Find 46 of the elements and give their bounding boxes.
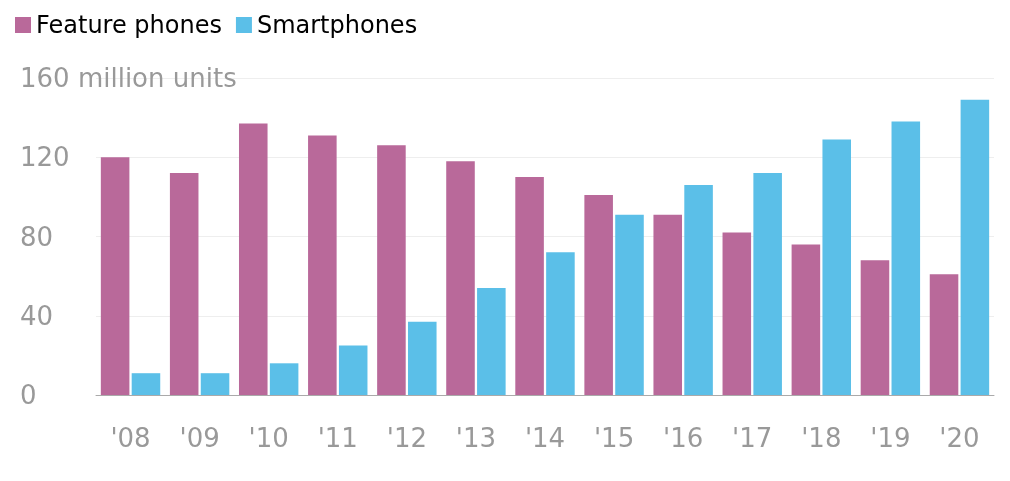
x-tick-label: '13 — [455, 423, 497, 453]
x-tick-label: '12 — [386, 423, 427, 453]
bar — [269, 363, 299, 395]
y-tick-label: 160 million units — [20, 63, 237, 93]
x-tick-label: '09 — [179, 423, 220, 453]
bar — [929, 274, 959, 395]
bar — [722, 232, 752, 395]
x-tick-label: '08 — [110, 423, 151, 453]
x-tick-label: '20 — [939, 423, 980, 453]
bar — [131, 373, 161, 395]
bar — [584, 194, 613, 395]
x-tick-label: '10 — [248, 423, 289, 453]
bar — [477, 288, 506, 395]
y-tick-label: 120 — [20, 142, 70, 173]
bar — [791, 244, 821, 395]
x-tick-label: '18 — [801, 423, 842, 453]
x-tick-label: '19 — [870, 423, 911, 453]
y-tick-label: 80 — [20, 221, 54, 252]
bar — [753, 173, 782, 395]
bar — [546, 252, 575, 395]
bar — [822, 139, 852, 395]
bar — [891, 121, 921, 395]
bar — [960, 99, 990, 395]
bar — [238, 123, 268, 395]
bar — [338, 345, 368, 395]
bar — [860, 260, 890, 395]
bar — [200, 373, 230, 395]
y-tick-label: 0 — [20, 380, 37, 410]
bar — [377, 145, 406, 395]
bar — [446, 161, 475, 395]
x-tick-label: '17 — [732, 423, 773, 453]
legend-label: Smartphones — [256, 11, 418, 39]
bar — [615, 214, 644, 395]
legend-label: Feature phones — [36, 11, 222, 39]
bar — [169, 173, 199, 395]
bar — [515, 177, 544, 395]
bar — [308, 135, 337, 395]
bar — [684, 184, 713, 395]
x-tick-label: '15 — [593, 423, 635, 453]
bar — [407, 321, 437, 395]
bar — [100, 157, 130, 395]
x-tick-label: '16 — [663, 423, 704, 453]
y-tick-label: 40 — [20, 300, 54, 331]
x-tick-label: '11 — [317, 423, 358, 453]
x-tick-label: '14 — [524, 423, 566, 453]
bar — [653, 214, 683, 395]
